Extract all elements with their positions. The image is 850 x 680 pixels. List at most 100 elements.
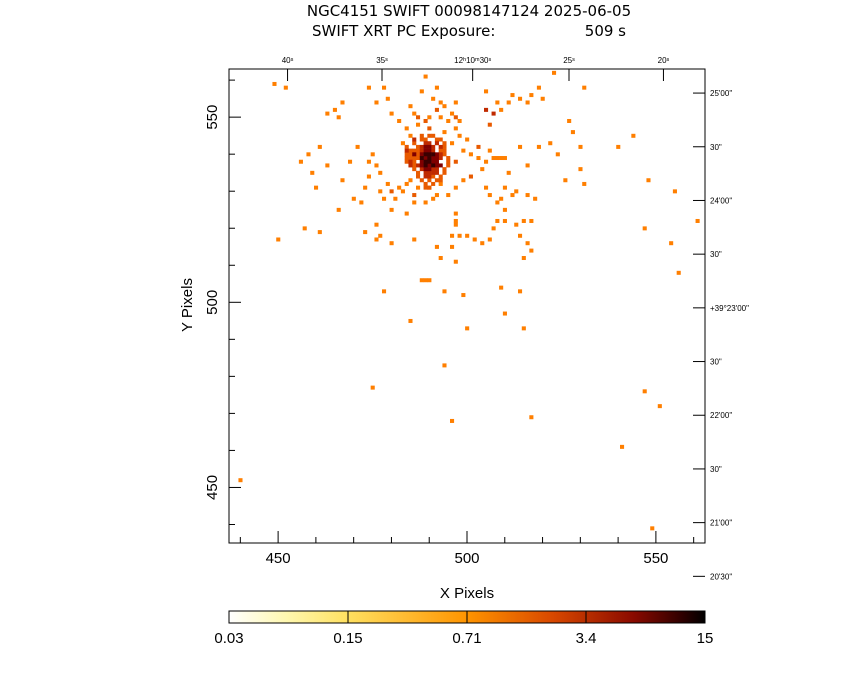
- dec-tick-label: 25'00": [710, 89, 732, 98]
- count-pixel: [438, 163, 443, 168]
- count-pixel: [427, 141, 432, 146]
- dec-tick-label: +39°23'00": [710, 304, 749, 313]
- count-pixel: [363, 230, 368, 235]
- ra-tick-label: 12ʰ10ᵐ30ˢ: [454, 56, 491, 65]
- count-pixel: [427, 159, 432, 164]
- count-pixel: [340, 100, 345, 105]
- dec-tick-label: 30": [710, 465, 722, 474]
- count-pixel: [442, 170, 447, 175]
- count-pixel: [434, 85, 439, 90]
- count-pixel: [438, 156, 443, 161]
- count-pixel: [650, 526, 655, 531]
- count-pixel: [461, 293, 466, 298]
- count-pixel: [514, 222, 519, 227]
- count-pixel: [427, 152, 432, 157]
- count-pixel: [434, 167, 439, 172]
- count-pixel: [676, 270, 681, 275]
- count-pixel: [442, 289, 447, 294]
- count-pixel: [521, 256, 526, 261]
- count-pixel: [385, 96, 390, 101]
- dec-tick-label: 22'00": [710, 411, 732, 420]
- count-pixel: [487, 193, 492, 198]
- count-pixel: [404, 159, 409, 164]
- x-axis-label: X Pixels: [440, 585, 494, 602]
- count-pixel: [423, 159, 428, 164]
- count-pixel: [457, 133, 462, 138]
- count-pixel: [317, 230, 322, 235]
- count-pixel: [540, 96, 545, 101]
- count-pixel: [533, 196, 538, 201]
- count-pixel: [397, 118, 402, 123]
- count-pixel: [359, 200, 364, 205]
- count-pixel: [314, 185, 319, 190]
- count-pixel: [423, 152, 428, 157]
- count-pixel: [450, 244, 455, 249]
- count-pixel: [487, 237, 492, 242]
- count-pixel: [431, 174, 436, 179]
- count-pixel: [502, 218, 507, 223]
- count-pixel: [332, 107, 337, 112]
- count-pixel: [348, 159, 353, 164]
- count-pixel: [397, 185, 402, 190]
- count-pixel: [620, 444, 625, 449]
- count-pixel: [385, 181, 390, 186]
- count-pixel: [570, 130, 575, 135]
- count-pixel: [518, 144, 523, 149]
- count-pixel: [446, 193, 451, 198]
- count-pixel: [423, 167, 428, 172]
- count-pixel: [431, 148, 436, 153]
- count-pixel: [442, 144, 447, 149]
- count-pixel: [484, 89, 489, 94]
- count-pixel: [336, 207, 341, 212]
- count-pixel: [427, 133, 432, 138]
- count-pixel: [336, 115, 341, 120]
- count-pixel: [510, 193, 515, 198]
- count-pixel: [484, 107, 489, 112]
- count-pixel: [434, 152, 439, 157]
- count-pixel: [412, 156, 417, 161]
- dec-tick-label: 24'00": [710, 196, 732, 205]
- count-pixel: [446, 159, 451, 164]
- count-pixel: [434, 107, 439, 112]
- count-pixel: [431, 163, 436, 168]
- count-pixel: [510, 93, 515, 98]
- count-pixel: [567, 118, 572, 123]
- count-pixel: [669, 241, 674, 246]
- count-pixel: [363, 185, 368, 190]
- count-pixel: [495, 156, 500, 161]
- count-pixel: [423, 181, 428, 186]
- ra-tick-label: 35ˢ: [376, 56, 388, 65]
- count-pixel: [442, 148, 447, 153]
- count-pixel: [450, 141, 455, 146]
- count-pixel: [431, 196, 436, 201]
- count-pixel: [408, 156, 413, 161]
- count-pixel: [389, 207, 394, 212]
- count-pixel: [427, 170, 432, 175]
- count-pixel: [412, 152, 417, 157]
- count-pixel: [389, 241, 394, 246]
- count-pixel: [419, 167, 424, 172]
- count-pixel: [423, 144, 428, 149]
- count-pixel: [502, 311, 507, 316]
- count-pixel: [412, 141, 417, 146]
- count-pixel: [514, 189, 519, 194]
- count-pixel: [438, 144, 443, 149]
- count-pixel: [431, 152, 436, 157]
- ra-tick-label: 40ˢ: [282, 56, 294, 65]
- count-pixel: [416, 115, 421, 120]
- count-pixel: [434, 156, 439, 161]
- count-pixel: [427, 163, 432, 168]
- count-pixel: [631, 133, 636, 138]
- count-pixel: [453, 259, 458, 264]
- count-pixel: [487, 148, 492, 153]
- count-pixel: [499, 156, 504, 161]
- count-pixel: [431, 133, 436, 138]
- x-tick-label: 550: [643, 550, 668, 567]
- count-pixel: [370, 152, 375, 157]
- count-pixel: [434, 141, 439, 146]
- count-pixel: [438, 100, 443, 105]
- count-pixel: [438, 152, 443, 157]
- count-pixel: [419, 159, 424, 164]
- count-pixel: [695, 218, 700, 223]
- count-pixel: [529, 218, 534, 223]
